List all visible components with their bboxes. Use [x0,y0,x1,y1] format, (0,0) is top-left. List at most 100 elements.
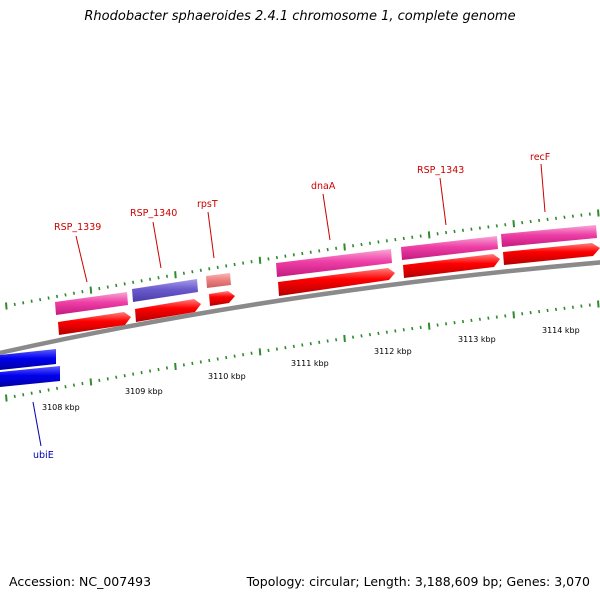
lower-tick [165,366,169,370]
upper-tick [199,268,202,272]
RSP_1340-gene[interactable] [132,279,198,302]
lower-tick [529,310,532,315]
recF-gene[interactable] [501,225,597,247]
lower-tick [309,342,312,346]
upper-tick [140,279,143,283]
ubiE-cds[interactable] [0,366,60,387]
upper-tick [351,244,355,248]
lower-tick [411,326,414,331]
RSP_1339-leader [75,235,88,283]
RSP_1339-gene[interactable] [55,292,128,315]
upper-tick [563,215,566,219]
lower-tick [495,315,498,319]
RSP_1343-gene[interactable] [401,236,498,260]
upper-tick [343,243,346,251]
upper-tick [5,302,8,310]
lower-tick [233,354,236,358]
lower-tick [72,383,76,387]
lower-tick [132,372,135,376]
upper-tick [368,241,372,245]
lower-tick [521,312,524,316]
lower-tick [208,358,211,363]
dnaA-cds[interactable] [278,268,395,296]
lower-tick [394,329,397,333]
lower-tick [284,346,287,350]
upper-tick [436,232,439,236]
upper-tick [512,220,516,228]
lower-tick [174,362,177,371]
upper-tick [538,218,541,223]
upper-tick [115,283,118,288]
lower-tick [588,303,591,307]
lower-tick [487,316,490,320]
upper-tick [242,261,245,265]
RSP_1339-cds[interactable] [58,312,131,335]
rpsT-gene[interactable] [206,273,231,288]
lower-tick [546,308,549,313]
upper-tick [461,228,465,232]
upper-tick [148,277,152,281]
lower-tick [436,323,439,327]
upper-tick [284,254,287,258]
upper-tick [132,280,135,284]
lower-tick [402,328,405,332]
upper-tick [495,224,498,228]
map-title: Rhodobacter sphaeroides 2.4.1 chromosome… [84,9,516,24]
lower-tick [30,391,33,395]
dnaA-label: dnaA [311,181,336,192]
upper-tick [106,285,109,289]
ubiE-leader [32,401,42,447]
lower-tick [106,377,109,381]
upper-tick [275,255,279,260]
RSP_1340-label: RSP_1340 [130,208,177,219]
upper-tick [30,299,33,303]
upper-tick [444,230,448,235]
lower-tick [444,322,448,326]
lower-tick [115,375,118,379]
dnaA-gene[interactable] [276,249,392,277]
lower-tick [275,347,279,351]
lower-tick [140,370,143,375]
upper-tick [504,223,507,227]
upper-tick [318,249,321,253]
upper-tick [39,297,42,302]
lower-tick [157,367,160,372]
genome-summary-text: Topology: circular; Length: 3,188,609 bp… [246,574,590,589]
lower-tick [98,378,101,383]
recF-cds[interactable] [503,243,600,265]
lower-tick [242,353,245,357]
lower-tick [182,363,185,367]
upper-tick [216,265,219,270]
accession-text: Accession: NC_007493 [9,574,152,589]
lower-tick [419,325,422,330]
scale-label-3114: 3114 kbp [542,326,580,335]
lower-tick [199,360,202,364]
lower-tick [597,300,600,308]
lower-tick [470,318,473,323]
upper-tick [427,231,431,239]
upper-tick [208,267,211,271]
upper-tick [225,264,228,268]
scale-label-3110: 3110 kbp [208,372,246,381]
RSP_1340-cds[interactable] [135,299,201,322]
RSP_1343-cds[interactable] [403,254,500,278]
lower-tick [55,386,59,391]
rpsT-cds[interactable] [209,291,235,306]
upper-tick [301,251,304,256]
upper-tick [580,213,583,217]
upper-tick [411,235,414,239]
upper-tick [571,214,575,218]
upper-tick [89,286,93,294]
lower-tick [538,309,541,314]
ubiE-label: ubiE [33,450,54,461]
ubiE-gene[interactable] [0,349,56,370]
upper-tick-marks [5,209,600,310]
lower-tick [343,334,346,343]
upper-tick [64,293,67,297]
lower-tick [427,322,431,330]
RSP_1343-label: RSP_1343 [417,165,464,176]
upper-tick [360,242,363,247]
lower-tick [22,393,25,397]
RSP_1339-label: RSP_1339 [54,222,101,233]
